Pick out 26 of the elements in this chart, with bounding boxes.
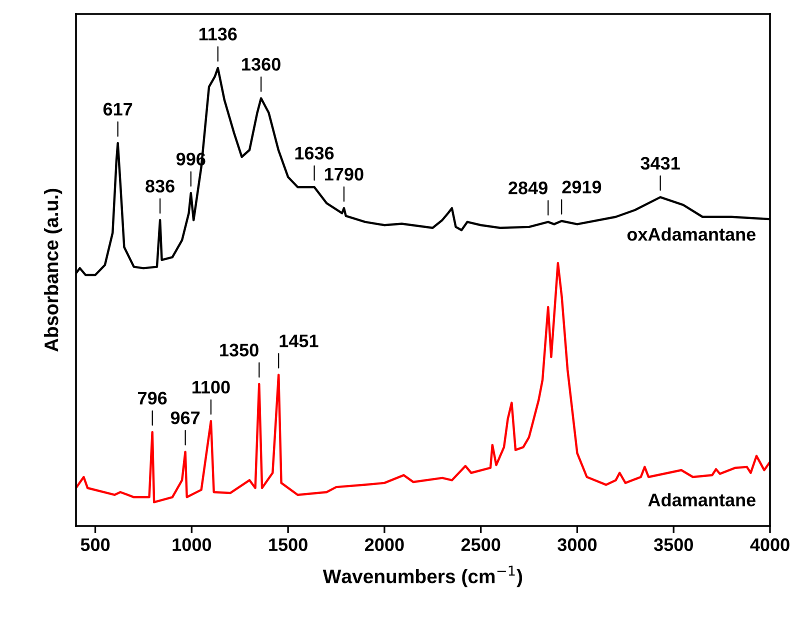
annotation: 1350 bbox=[220, 344, 258, 356]
x-tick-label: 3500 bbox=[654, 538, 693, 552]
annotation: 836 bbox=[146, 180, 174, 193]
annotation: 2849 bbox=[508, 182, 548, 194]
x-tick-label: 2500 bbox=[461, 538, 500, 552]
annotation: 1136 bbox=[199, 28, 237, 40]
series-label: Adamantane bbox=[648, 493, 756, 506]
annotation: 1790 bbox=[325, 168, 364, 181]
annotation: 967 bbox=[170, 411, 200, 424]
x-tick-label: 1500 bbox=[269, 538, 308, 552]
annotation: 1360 bbox=[242, 58, 280, 71]
y-axis-title: Absorbance (a.u.) bbox=[44, 188, 62, 352]
annotation: 1636 bbox=[295, 146, 334, 160]
x-tick-label: 1000 bbox=[172, 538, 212, 552]
annotation: 3431 bbox=[640, 156, 680, 170]
annotation: 2919 bbox=[562, 180, 602, 194]
annotation: 617 bbox=[103, 102, 132, 116]
x-tick-label: 500 bbox=[80, 538, 110, 552]
annotation: 1100 bbox=[192, 380, 230, 394]
annotation: 1451 bbox=[280, 334, 318, 348]
series-label: oxAdamantane bbox=[627, 228, 756, 241]
x-tick-label: 2000 bbox=[364, 538, 404, 552]
x-tick-label: 4000 bbox=[750, 538, 790, 552]
x-tick-label: 3000 bbox=[558, 538, 597, 552]
annotation: 796 bbox=[138, 392, 167, 405]
x-axis-title: Wavenumbers (cm$^{−1}$) bbox=[322, 566, 522, 588]
